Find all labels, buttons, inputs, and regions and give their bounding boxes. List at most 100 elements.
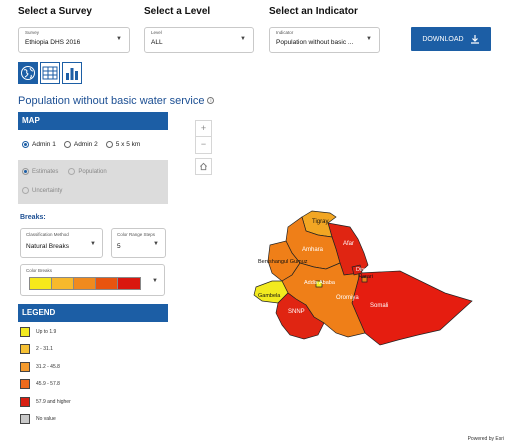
admin2-label: Admin 2 <box>73 141 98 149</box>
uncertainty-option[interactable]: Uncertainty <box>22 187 62 194</box>
indicator-dropdown[interactable]: Indicator Population without basic ... ▼ <box>269 27 380 53</box>
page-title-text: Population without basic water service <box>18 95 205 107</box>
color-breaks-label: Color Breaks <box>26 268 53 273</box>
classification-method-select[interactable]: Classification Method Natural Breaks ▼ <box>20 228 103 258</box>
survey-dropdown-label: Survey <box>25 30 40 35</box>
color-range-steps-select[interactable]: Color Range Steps 5 ▼ <box>111 228 166 258</box>
region-addis[interactable] <box>315 280 323 288</box>
label-dire-dawa: Dire Dawa <box>356 267 383 273</box>
page-title: Population without basic water service i <box>18 95 215 107</box>
chevron-down-icon: ▼ <box>152 278 158 284</box>
legend-swatch <box>20 396 30 407</box>
region-snnp[interactable] <box>275 292 325 340</box>
map-panel-header[interactable]: MAP <box>18 112 168 130</box>
legend-label: 57.9 and higher <box>36 398 71 405</box>
grid-5km-option[interactable]: 5 x 5 km <box>105 141 141 149</box>
level-dropdown[interactable]: Level ALL ▼ <box>144 27 254 53</box>
table-icon <box>42 66 58 80</box>
label-addis: Addis Ababa <box>304 280 336 286</box>
color-ramp-swatch <box>52 278 74 289</box>
map-view-button[interactable] <box>18 62 38 84</box>
survey-heading: Select a Survey <box>18 6 92 17</box>
download-button-label: DOWNLOAD <box>422 35 464 43</box>
color-range-steps-label: Color Range Steps <box>117 232 156 237</box>
home-icon <box>200 162 207 171</box>
indicator-dropdown-label: Indicator <box>276 30 294 35</box>
label-afar: Afar <box>343 241 354 247</box>
radio-icon <box>68 168 76 175</box>
radio-icon <box>22 187 29 194</box>
download-button[interactable]: DOWNLOAD <box>411 27 491 51</box>
table-view-button[interactable] <box>40 62 60 84</box>
chevron-down-icon: ▼ <box>153 241 159 247</box>
label-amhara: Amhara <box>302 247 324 253</box>
color-breaks-select[interactable]: Color Breaks ▼ <box>20 264 165 296</box>
classification-method-label: Classification Method <box>26 232 69 237</box>
admin2-option[interactable]: Admin 2 <box>63 141 98 149</box>
zoom-out-button[interactable]: − <box>195 137 212 154</box>
zoom-in-button[interactable]: + <box>195 120 212 137</box>
legend-label: 31.2 - 45.8 <box>36 363 60 370</box>
chevron-down-icon: ▼ <box>366 36 372 42</box>
admin1-option[interactable]: Admin 1 <box>22 141 56 149</box>
grid-5km-label: 5 x 5 km <box>115 141 141 149</box>
legend-item: 31.2 - 45.8 <box>20 361 71 372</box>
region-harari[interactable] <box>361 276 368 283</box>
legend-label: 45.9 - 57.8 <box>36 381 60 387</box>
estimates-option[interactable]: Estimates <box>22 168 58 175</box>
legend-item: No value <box>20 414 71 425</box>
legend-list: Up to 1.9 2 - 31.1 31.2 - 45.8 45.9 - 57.8 5… <box>20 326 71 431</box>
label-harari: Harari <box>358 274 373 280</box>
legend-swatch <box>20 361 30 372</box>
chart-view-button[interactable] <box>62 62 82 84</box>
level-dropdown-label: Level <box>151 30 162 35</box>
admin1-label: Admin 1 <box>32 141 56 149</box>
chevron-down-icon: ▼ <box>116 36 122 42</box>
label-benishangul: Benishangul Gumuz <box>258 259 308 265</box>
home-button[interactable] <box>195 158 212 175</box>
legend-item: 57.9 and higher <box>20 396 71 407</box>
label-snnp: SNNP <box>288 309 305 315</box>
breaks-label: Breaks: <box>20 214 46 221</box>
population-option[interactable]: Population <box>68 168 107 176</box>
color-range-steps-value: 5 <box>117 243 121 250</box>
radio-icon <box>63 141 71 149</box>
color-ramp-swatch <box>74 278 96 289</box>
level-dropdown-value: ALL <box>151 39 163 46</box>
radio-icon <box>105 141 113 149</box>
chevron-down-icon: ▼ <box>240 36 246 42</box>
legend-swatch <box>20 326 30 337</box>
indicator-dropdown-value: Population without basic ... <box>276 39 354 46</box>
legend-panel-header[interactable]: LEGEND <box>18 304 168 322</box>
bar-chart-icon <box>66 68 78 80</box>
globe-map-icon <box>21 66 35 80</box>
info-icon[interactable]: i <box>207 97 215 104</box>
ethiopia-map[interactable]: Tigray Afar Amhara Benishangul Gumuz Dir… <box>240 205 475 355</box>
radio-selected-icon <box>22 141 29 149</box>
classification-method-value: Natural Breaks <box>26 243 69 250</box>
survey-dropdown-value: Ethiopia DHS 2016 <box>25 39 81 46</box>
label-gambela: Gambela <box>258 293 281 299</box>
legend-swatch <box>20 344 30 354</box>
legend-label: 2 - 31.1 <box>36 346 53 352</box>
legend-label: No value <box>36 416 56 422</box>
admin-level-options: Admin 1 Admin 2 5 x 5 km <box>18 135 168 155</box>
view-switcher <box>18 62 82 84</box>
population-label: Population <box>78 169 107 176</box>
attribution: Powered by Esri <box>467 436 504 442</box>
color-ramp <box>29 277 141 290</box>
color-ramp-swatch <box>30 278 52 289</box>
download-icon <box>470 35 479 44</box>
level-heading: Select a Level <box>144 6 211 17</box>
region-dire-dawa[interactable] <box>351 264 363 276</box>
label-oromiya: Oromiya <box>336 295 359 301</box>
legend-swatch <box>20 414 30 424</box>
uncertainty-label: Uncertainty <box>32 188 63 195</box>
label-tigray: Tigray <box>312 219 328 225</box>
radio-selected-icon <box>22 168 29 175</box>
legend-item: 45.9 - 57.8 <box>20 379 71 390</box>
survey-dropdown[interactable]: Survey Ethiopia DHS 2016 ▼ <box>18 27 130 53</box>
zoom-control: + − <box>195 120 212 154</box>
legend-item: 2 - 31.1 <box>20 344 71 355</box>
color-ramp-swatch <box>118 278 140 289</box>
